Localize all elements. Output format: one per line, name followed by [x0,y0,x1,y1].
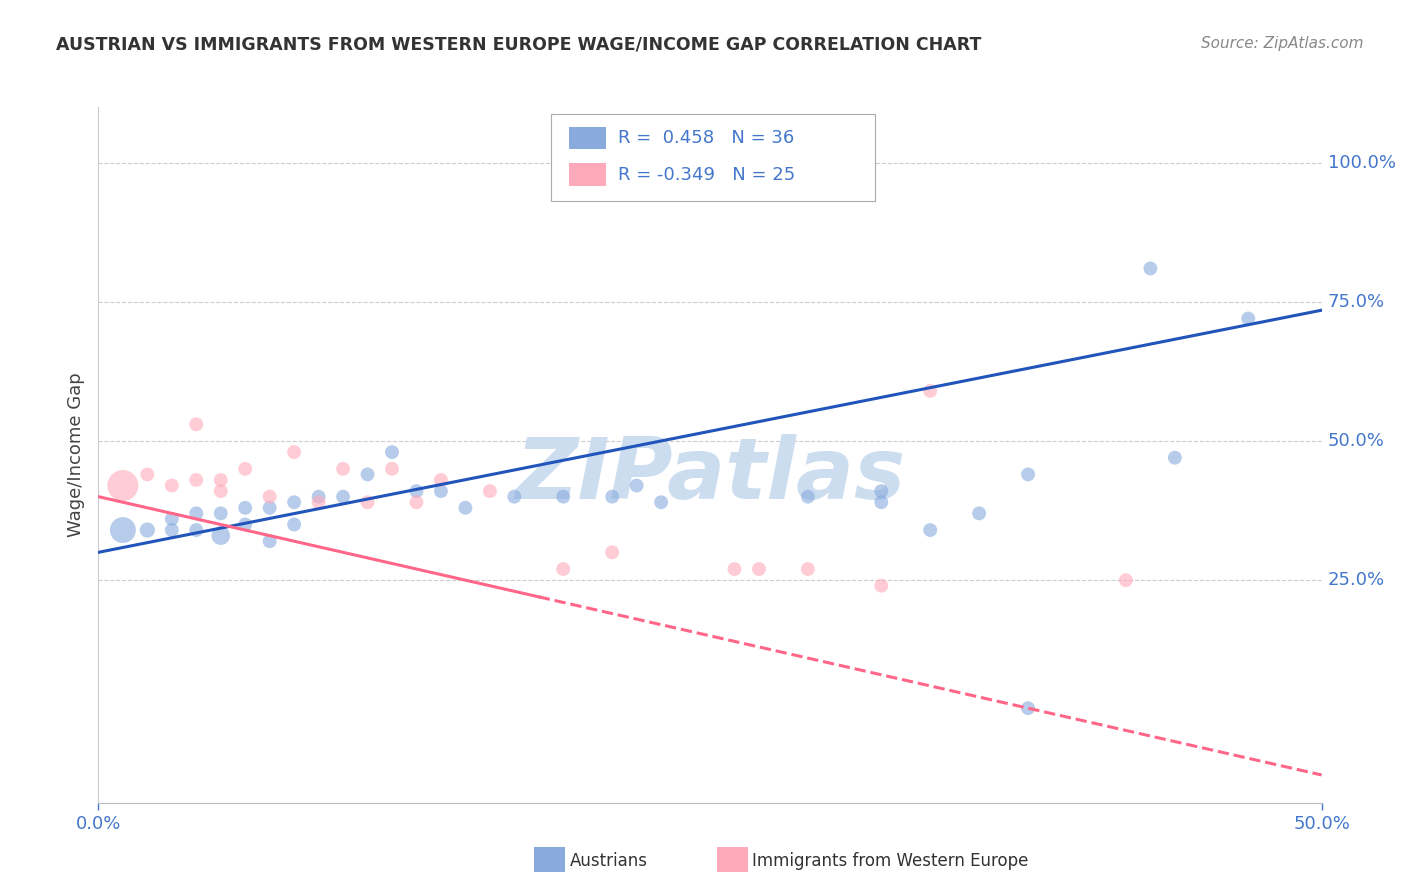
Point [160,523,183,537]
Point [920,523,942,537]
Point [356,495,378,509]
Point [283,495,305,509]
Point [136,523,159,537]
Text: 100.0%: 100.0% [1327,153,1396,171]
Point [1237,311,1260,326]
Text: 50.0%: 50.0% [1327,432,1385,450]
Point [111,478,134,492]
Point [870,495,893,509]
Point [920,384,942,398]
Text: ZIPatlas: ZIPatlas [515,434,905,517]
Point [233,462,256,476]
Point [381,445,404,459]
Point [405,495,427,509]
Point [600,490,623,504]
Text: 25.0%: 25.0% [1327,571,1385,589]
Text: Immigrants from Western Europe: Immigrants from Western Europe [752,852,1029,870]
Point [553,562,575,576]
Point [160,478,183,492]
Point [209,507,232,521]
Point [430,484,453,499]
Point [650,495,672,509]
Point [1164,450,1187,465]
Point [308,495,330,509]
Point [332,462,354,476]
Bar [569,128,606,150]
Text: R =  0.458   N = 36: R = 0.458 N = 36 [619,129,794,147]
Point [259,500,281,515]
Point [283,445,305,459]
Point [209,528,232,542]
Point [209,473,232,487]
Point [160,512,183,526]
Point [967,507,990,521]
Point [259,534,281,549]
Point [1115,573,1137,587]
Point [209,484,232,499]
Text: AUSTRIAN VS IMMIGRANTS FROM WESTERN EUROPE WAGE/INCOME GAP CORRELATION CHART: AUSTRIAN VS IMMIGRANTS FROM WESTERN EURO… [56,36,981,54]
Point [186,417,208,432]
Point [600,545,623,559]
Point [381,462,404,476]
Point [259,490,281,504]
Point [405,484,427,499]
Point [136,467,159,482]
Point [233,500,256,515]
Point [797,562,820,576]
Text: Source: ZipAtlas.com: Source: ZipAtlas.com [1201,36,1364,51]
Point [748,562,770,576]
Point [186,523,208,537]
Point [503,490,526,504]
Point [356,467,378,482]
Point [870,579,893,593]
Point [1139,261,1161,276]
Point [454,500,477,515]
FancyBboxPatch shape [551,114,875,201]
Text: Austrians: Austrians [569,852,647,870]
Point [233,517,256,532]
Point [870,484,893,499]
Text: 75.0%: 75.0% [1327,293,1385,310]
Point [1017,701,1039,715]
Point [1017,467,1039,482]
Bar [569,163,606,186]
Point [723,562,745,576]
Point [111,523,134,537]
Y-axis label: Wage/Income Gap: Wage/Income Gap [66,373,84,537]
Point [186,507,208,521]
Point [478,484,501,499]
Point [430,473,453,487]
Point [308,490,330,504]
Point [332,490,354,504]
Point [186,473,208,487]
Point [553,490,575,504]
Point [283,517,305,532]
Point [626,478,648,492]
Text: R = -0.349   N = 25: R = -0.349 N = 25 [619,166,796,184]
Point [797,490,820,504]
